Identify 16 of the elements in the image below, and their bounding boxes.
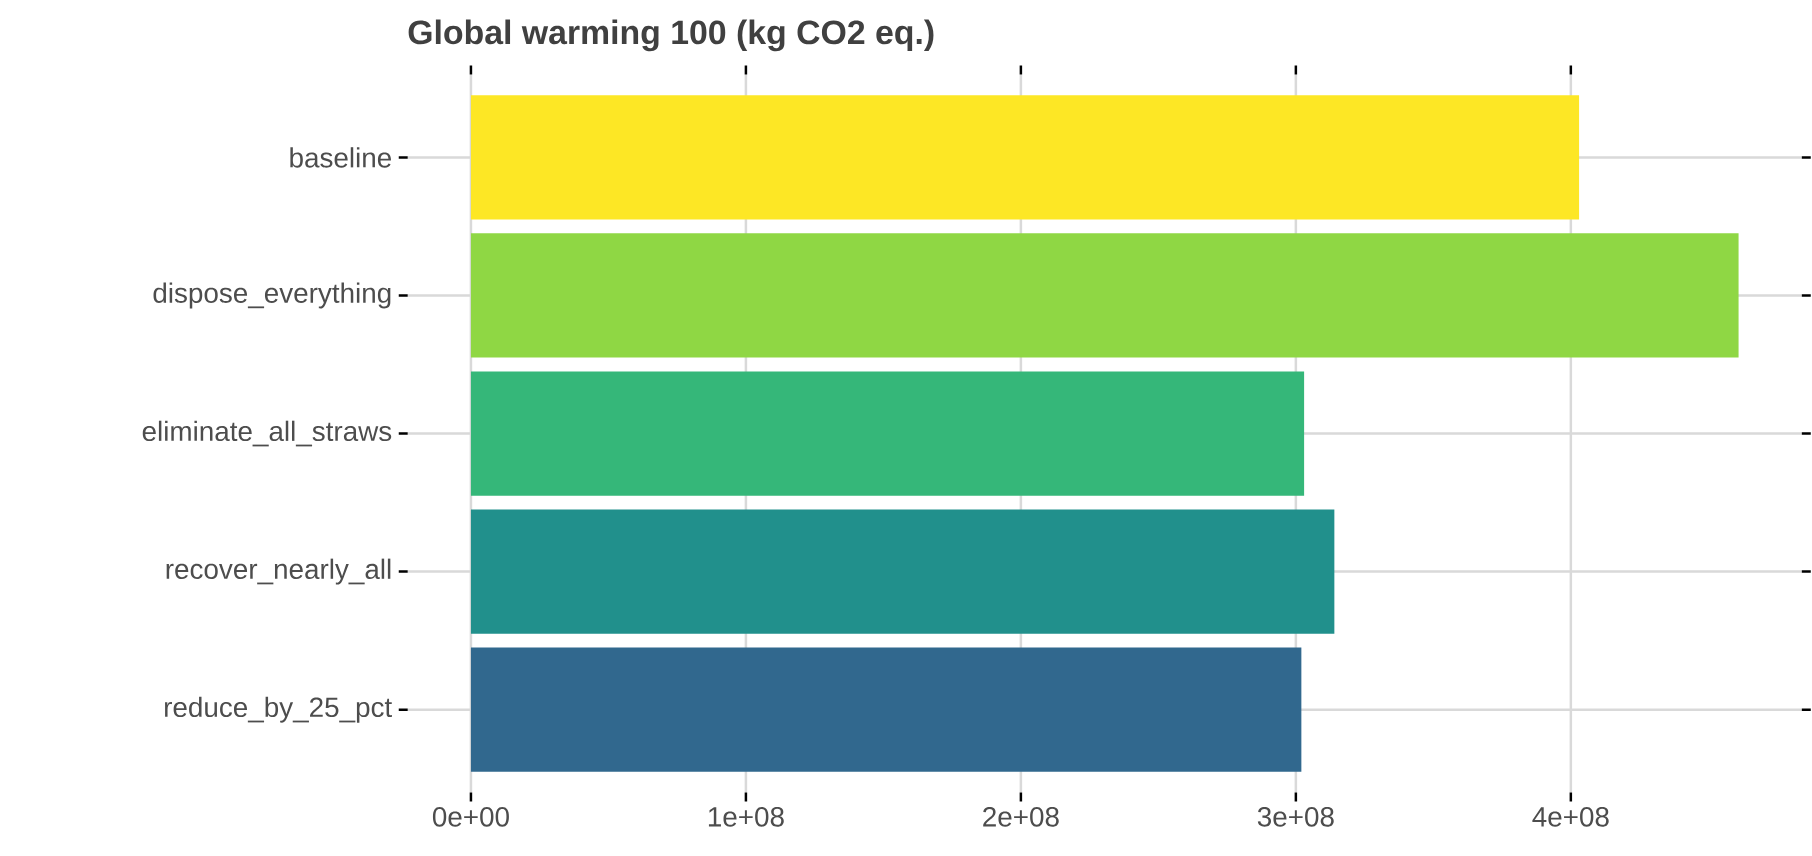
- y-tick-label: eliminate_all_straws: [142, 420, 392, 447]
- bar: [470, 509, 1335, 634]
- bar: [470, 95, 1580, 220]
- x-tick-label: 4e+08: [1532, 806, 1609, 827]
- y-tick-label: baseline: [290, 147, 391, 168]
- bar: [470, 647, 1302, 772]
- x-tick-label: 1e+08: [708, 806, 784, 827]
- y-tick-label: reduce_by_25_pct: [165, 696, 392, 723]
- bar: [470, 371, 1305, 496]
- x-tick-label: 0e+00: [432, 806, 509, 827]
- y-tick-label: dispose_everything: [153, 282, 391, 309]
- bar: [470, 233, 1739, 358]
- x-tick-label: 2e+08: [983, 806, 1059, 827]
- chart-title: Global warming 100 (kg CO2 eq.): [408, 19, 934, 52]
- x-tick-label: 3e+08: [1257, 806, 1334, 827]
- y-tick-label: recover_nearly_all: [166, 558, 391, 585]
